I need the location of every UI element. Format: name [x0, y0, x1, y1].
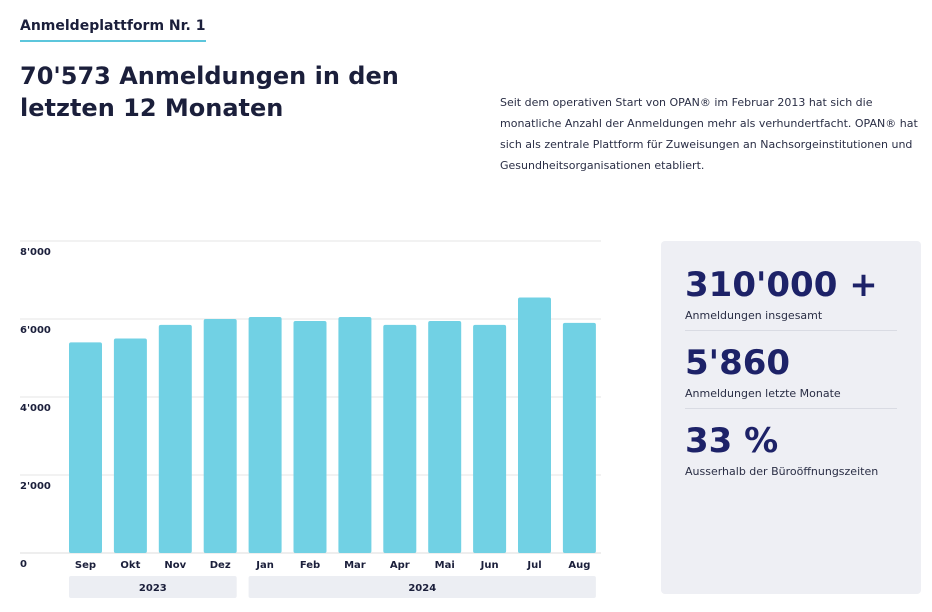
bar-nov [158, 324, 192, 553]
x-tick-label: Sep [75, 560, 96, 571]
x-tick-label: Nov [164, 560, 186, 571]
bar-okt [113, 338, 147, 553]
stat-after-hours-label: Ausserhalb der Büroöffnungszeiten [685, 465, 879, 478]
x-tick-label: Apr [390, 560, 410, 571]
x-tick-label: Mar [344, 560, 366, 571]
stat-last-month-label: Anmeldungen letzte Monate [685, 387, 841, 400]
registrations-bar-chart: 0 2'000 4'000 6'000 8'000 Sep Okt Nov Dez Jan Feb M… [20, 240, 601, 598]
bar-dez [203, 319, 237, 553]
x-tick-label: Jul [526, 560, 541, 571]
page-title: 70'573 Anmeldungen in den letzten 12 Mon… [20, 62, 399, 122]
y-tick-label: 2'000 [20, 481, 51, 492]
x-tick-label: Mai [435, 560, 455, 571]
stat-last-month: 5'860 Anmeldungen letzte Monate [685, 341, 897, 409]
y-tick-label: 6'000 [20, 325, 51, 336]
stats-panel: 310'000 + Anmeldungen insgesamt 5'860 An… [661, 241, 921, 594]
bar-aug [562, 322, 596, 553]
year-group-box [248, 576, 596, 598]
stat-after-hours-value: 33 % [685, 421, 779, 461]
stat-after-hours: 33 % Ausserhalb der Büroöffnungszeiten [685, 419, 897, 486]
year-group-label: 2023 [139, 583, 167, 594]
bar-apr [383, 324, 417, 553]
stat-last-month-value: 5'860 [685, 343, 791, 383]
bar-jun [473, 324, 507, 553]
x-tick-label: Feb [300, 560, 320, 571]
x-tick-label: Aug [568, 560, 590, 571]
y-tick-label: 8'000 [20, 247, 51, 258]
x-tick-label: Jun [480, 560, 499, 571]
year-group-label: 2024 [408, 583, 436, 594]
bar-sep [69, 342, 102, 553]
bar-feb [293, 320, 327, 553]
y-tick-label: 4'000 [20, 403, 51, 414]
y-tick-label: 0 [20, 559, 27, 570]
bar-jan [248, 317, 282, 553]
section-eyebrow: Anmeldeplattform Nr. 1 [20, 18, 206, 42]
bar-jul [518, 297, 551, 553]
bar-mar [338, 317, 372, 553]
x-tick-label: Dez [210, 560, 231, 571]
intro-text: Seit dem operativen Start von OPAN® im F… [500, 96, 918, 172]
stat-total: 310'000 + Anmeldungen insgesamt [685, 263, 897, 331]
bar-mai [428, 320, 462, 553]
year-group-box [69, 576, 237, 598]
stat-total-value: 310'000 + [685, 265, 878, 305]
stat-total-label: Anmeldungen insgesamt [685, 309, 823, 322]
x-tick-label: Okt [120, 560, 140, 571]
x-tick-label: Jan [255, 560, 274, 571]
